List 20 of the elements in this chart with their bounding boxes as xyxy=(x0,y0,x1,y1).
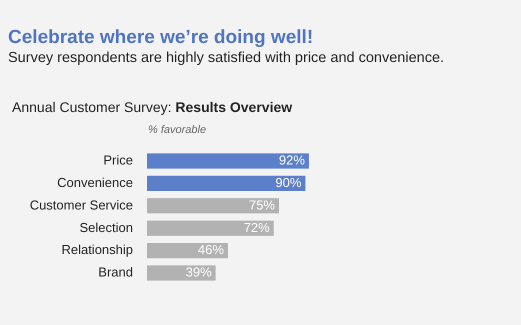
x-axis-title: % favorable xyxy=(148,124,206,136)
bar xyxy=(147,198,279,214)
data-label: 46% xyxy=(198,242,224,258)
data-label: 90% xyxy=(275,174,302,190)
data-label: 39% xyxy=(186,264,212,280)
bar xyxy=(147,220,274,236)
bar xyxy=(147,176,306,192)
y-tick-label: Relationship xyxy=(61,242,133,258)
data-label: 72% xyxy=(244,220,270,235)
chart-title: Celebrate where we’re doing well! xyxy=(8,27,314,49)
y-tick-label: Convenience xyxy=(57,174,133,190)
y-tick-label: Price xyxy=(103,152,133,168)
y-tick-label: Brand xyxy=(98,264,133,280)
data-label: 92% xyxy=(278,152,306,168)
data-label: 75% xyxy=(248,197,276,212)
y-tick-label: Selection xyxy=(80,220,133,235)
chart-subtitle: Survey respondents are highly satisfied with price and convenience. xyxy=(8,50,444,66)
y-tick-label: Customer Service xyxy=(30,197,133,212)
text: Annual Customer Survey: Results Overview xyxy=(12,99,292,115)
bar xyxy=(147,153,309,169)
